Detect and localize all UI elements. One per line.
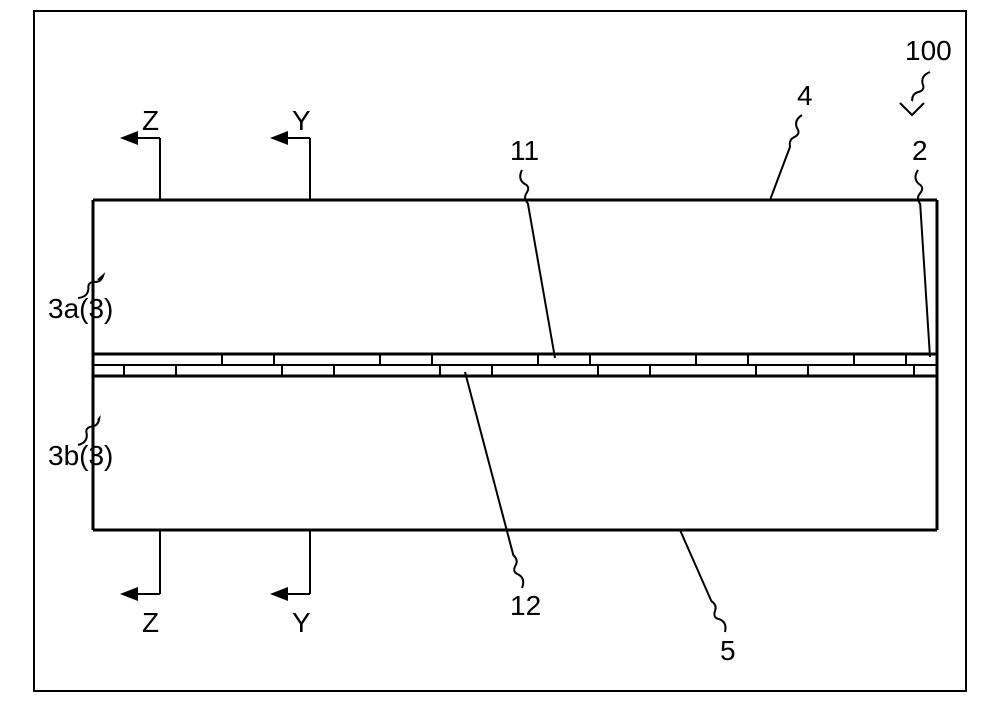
section-label-y-top: Y xyxy=(292,105,311,136)
label-2: 2 xyxy=(912,135,928,166)
label-12: 12 xyxy=(510,590,541,621)
label-5: 5 xyxy=(720,635,736,666)
label-11: 11 xyxy=(510,135,539,166)
section-label-y-bottom: Y xyxy=(292,607,311,638)
label-100: 100 xyxy=(905,35,952,66)
section-label-z-top: Z xyxy=(142,105,159,136)
section-label-z-bottom: Z xyxy=(142,607,159,638)
figure-svg: 10042111253a(3)3b(3)ZZYY xyxy=(0,0,1000,702)
label-4: 4 xyxy=(797,80,813,111)
